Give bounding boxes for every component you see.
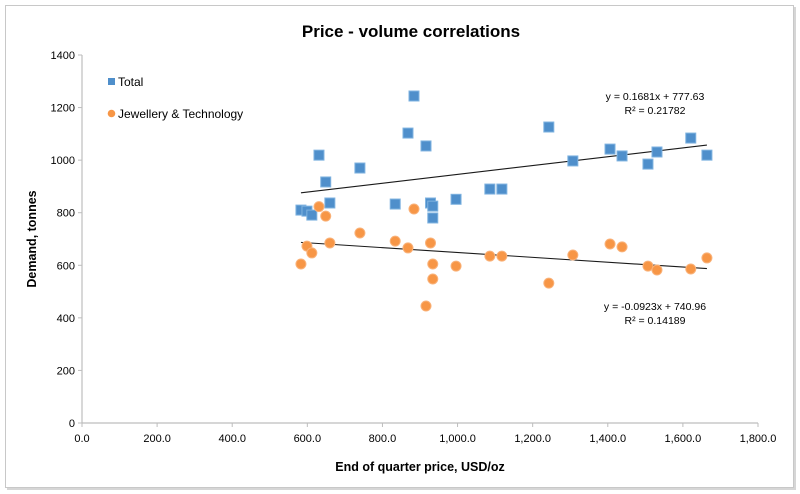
point-total (450, 193, 462, 205)
y-tick-label: 1200 (51, 103, 75, 115)
point-jewellery-technology (616, 241, 628, 253)
x-tick-label: 1,600.0 (665, 433, 702, 445)
y-ticks: 0 200 400 600 800 1000 1200 1400 (51, 50, 82, 430)
point-total (427, 200, 439, 212)
point-jewellery-technology (324, 237, 336, 249)
point-total (420, 140, 432, 152)
point-total (484, 183, 496, 195)
point-total (616, 150, 628, 162)
point-jewellery-technology (313, 201, 325, 213)
point-total (427, 212, 439, 224)
legend-item-total: Total (108, 75, 143, 89)
point-jewellery-technology (604, 238, 616, 250)
point-total (604, 143, 616, 155)
point-jewellery-technology (354, 227, 366, 239)
point-total (313, 149, 325, 161)
point-jewellery-technology (450, 260, 462, 272)
point-jewellery-technology (427, 273, 439, 285)
point-jewellery-technology (420, 300, 432, 312)
point-jewellery-technology (306, 247, 318, 259)
point-jewellery-technology (295, 258, 307, 270)
point-total (389, 198, 401, 210)
trendline-label-total: y = 0.1681x + 777.63 R² = 0.21782 (606, 91, 705, 117)
x-tick-label: 200.0 (143, 433, 171, 445)
point-jewellery-technology (543, 277, 555, 289)
legend-marker-jewellery-technology (107, 109, 116, 118)
chart-title: Price - volume correlations (302, 22, 520, 41)
point-jewellery-technology (484, 250, 496, 262)
point-jewellery-technology (701, 252, 713, 264)
trendline-total (300, 144, 707, 194)
x-tick-label: 1,000.0 (439, 433, 476, 445)
y-tick-label: 200 (57, 365, 75, 377)
chart-frame (5, 5, 794, 488)
y-tick-label: 0 (69, 418, 75, 430)
x-tick-label: 800.0 (369, 433, 397, 445)
legend-item-jewellery-technology: Jewellery & Technology (107, 107, 243, 121)
data-points (295, 90, 713, 312)
trendline-r2-jewellery-technology: R² = 0.14189 (624, 315, 685, 327)
point-total (642, 158, 654, 170)
point-jewellery-technology (427, 258, 439, 270)
x-tick-label: 1,200.0 (514, 433, 551, 445)
y-tick-label: 600 (57, 260, 75, 272)
axes (81, 55, 758, 424)
point-total (651, 146, 663, 158)
point-total (543, 121, 555, 133)
point-jewellery-technology (389, 235, 401, 247)
x-tick-label: 0.0 (74, 433, 89, 445)
point-total (496, 183, 508, 195)
point-jewellery-technology (425, 237, 437, 249)
x-tick-label: 600.0 (294, 433, 322, 445)
point-total (354, 162, 366, 174)
legend-label-jewellery-technology: Jewellery & Technology (118, 107, 243, 121)
point-jewellery-technology (651, 264, 663, 276)
y-axis-label: Demand, tonnes (25, 190, 39, 287)
point-jewellery-technology (402, 242, 414, 254)
point-jewellery-technology (567, 249, 579, 261)
trendline-r2-total: R² = 0.21782 (624, 105, 685, 117)
point-total (306, 209, 318, 221)
point-jewellery-technology (642, 260, 654, 272)
point-total (324, 197, 336, 209)
point-total (320, 176, 332, 188)
y-tick-label: 1400 (51, 50, 75, 62)
x-tick-label: 400.0 (218, 433, 246, 445)
point-total (402, 127, 414, 139)
trendline-label-jewellery-technology: y = -0.0923x + 740.96 R² = 0.14189 (604, 301, 706, 327)
legend-marker-total (108, 78, 115, 85)
point-jewellery-technology (496, 250, 508, 262)
point-total (701, 149, 713, 161)
point-jewellery-technology (685, 263, 697, 275)
legend: Total Jewellery & Technology (107, 75, 243, 121)
x-tick-label: 1,400.0 (589, 433, 626, 445)
point-jewellery-technology (320, 210, 332, 222)
y-tick-label: 800 (57, 208, 75, 220)
point-total (408, 90, 420, 102)
y-tick-label: 1000 (51, 155, 75, 167)
trendline-equation-total: y = 0.1681x + 777.63 (606, 91, 705, 103)
point-total (685, 132, 697, 144)
trendline-equation-jewellery-technology: y = -0.0923x + 740.96 (604, 301, 706, 313)
x-ticks: 0.0 200.0 400.0 600.0 800.0 1,000.0 1,200.0 1,4… (74, 423, 776, 445)
point-total (567, 155, 579, 167)
point-jewellery-technology (408, 203, 420, 215)
legend-label-total: Total (118, 75, 143, 89)
x-tick-label: 1,800.0 (740, 433, 777, 445)
y-tick-label: 400 (57, 313, 75, 325)
x-axis-label: End of quarter price, USD/oz (335, 460, 504, 474)
